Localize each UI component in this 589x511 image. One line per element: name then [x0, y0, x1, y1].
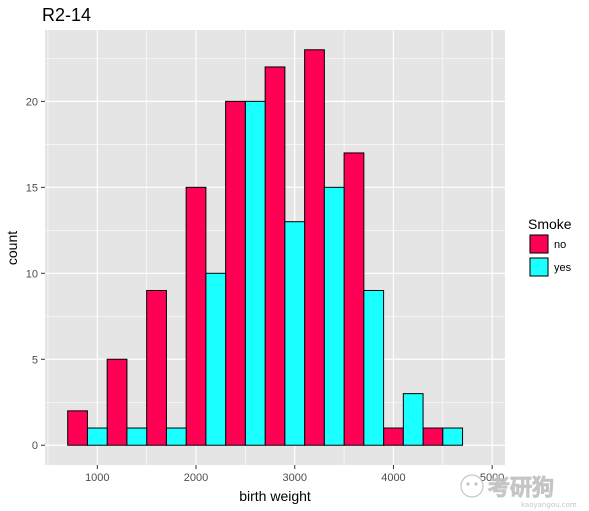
legend-swatch-yes: [529, 257, 549, 277]
bar-no-5: [225, 100, 246, 446]
bar-no-9: [383, 427, 404, 446]
watermark-logo-icon: [460, 474, 484, 498]
chart-title: R2-14: [42, 5, 91, 25]
bar-yes-8: [363, 289, 385, 446]
y-tick-label: 5: [32, 354, 38, 366]
watermark: 考研狗 kaoyangou.com: [460, 474, 577, 509]
y-axis-title: count: [4, 231, 20, 265]
bar-yes-9: [402, 393, 424, 446]
bar-no-4: [185, 186, 207, 446]
bar-yes-3: [165, 427, 187, 446]
x-tick-label: 5000: [480, 472, 504, 484]
y-tick-label: 20: [26, 96, 38, 108]
x-tick-label: 1000: [85, 472, 109, 484]
legend-items: no yes: [529, 234, 572, 277]
bar-no-6: [264, 66, 286, 446]
legend-swatch-no: [529, 234, 549, 254]
bar-yes-7: [323, 186, 345, 446]
legend: Smoke no yes: [528, 216, 572, 277]
watermark-logo-eye-icon: [466, 482, 470, 486]
legend-title: Smoke: [528, 216, 572, 232]
y-axis-ticks: 0 5 10 15 20: [26, 96, 45, 452]
bar-yes-5: [244, 100, 266, 446]
bar-yes-10: [442, 427, 464, 446]
legend-label-no: no: [554, 239, 566, 251]
y-tick-label: 15: [26, 182, 38, 194]
y-tick-label: 0: [32, 440, 38, 452]
bar-yes-1: [86, 427, 108, 446]
x-tick-label: 2000: [184, 472, 208, 484]
y-tick-label: 10: [26, 268, 38, 280]
bar-no-2: [106, 358, 128, 446]
bar-no-10: [422, 427, 444, 446]
x-axis-ticks: 1000 2000 3000 4000 5000: [85, 465, 504, 484]
bar-yes-6: [284, 221, 306, 446]
x-tick-label: 4000: [381, 472, 405, 484]
watermark-text: 考研狗: [488, 476, 554, 501]
legend-label-yes: yes: [554, 262, 572, 274]
bar-no-8: [343, 152, 365, 446]
bar-no-1: [67, 410, 88, 446]
bar-yes-2: [126, 427, 148, 446]
x-axis-title: birth weight: [239, 488, 311, 504]
watermark-subtext: kaoyangou.com: [521, 501, 577, 509]
watermark-logo-eye-icon: [474, 482, 478, 486]
x-tick-label: 3000: [283, 472, 307, 484]
bar-no-3: [146, 289, 167, 446]
bars-group: [67, 49, 464, 446]
bar-no-7: [304, 49, 325, 446]
bar-yes-4: [205, 272, 227, 446]
